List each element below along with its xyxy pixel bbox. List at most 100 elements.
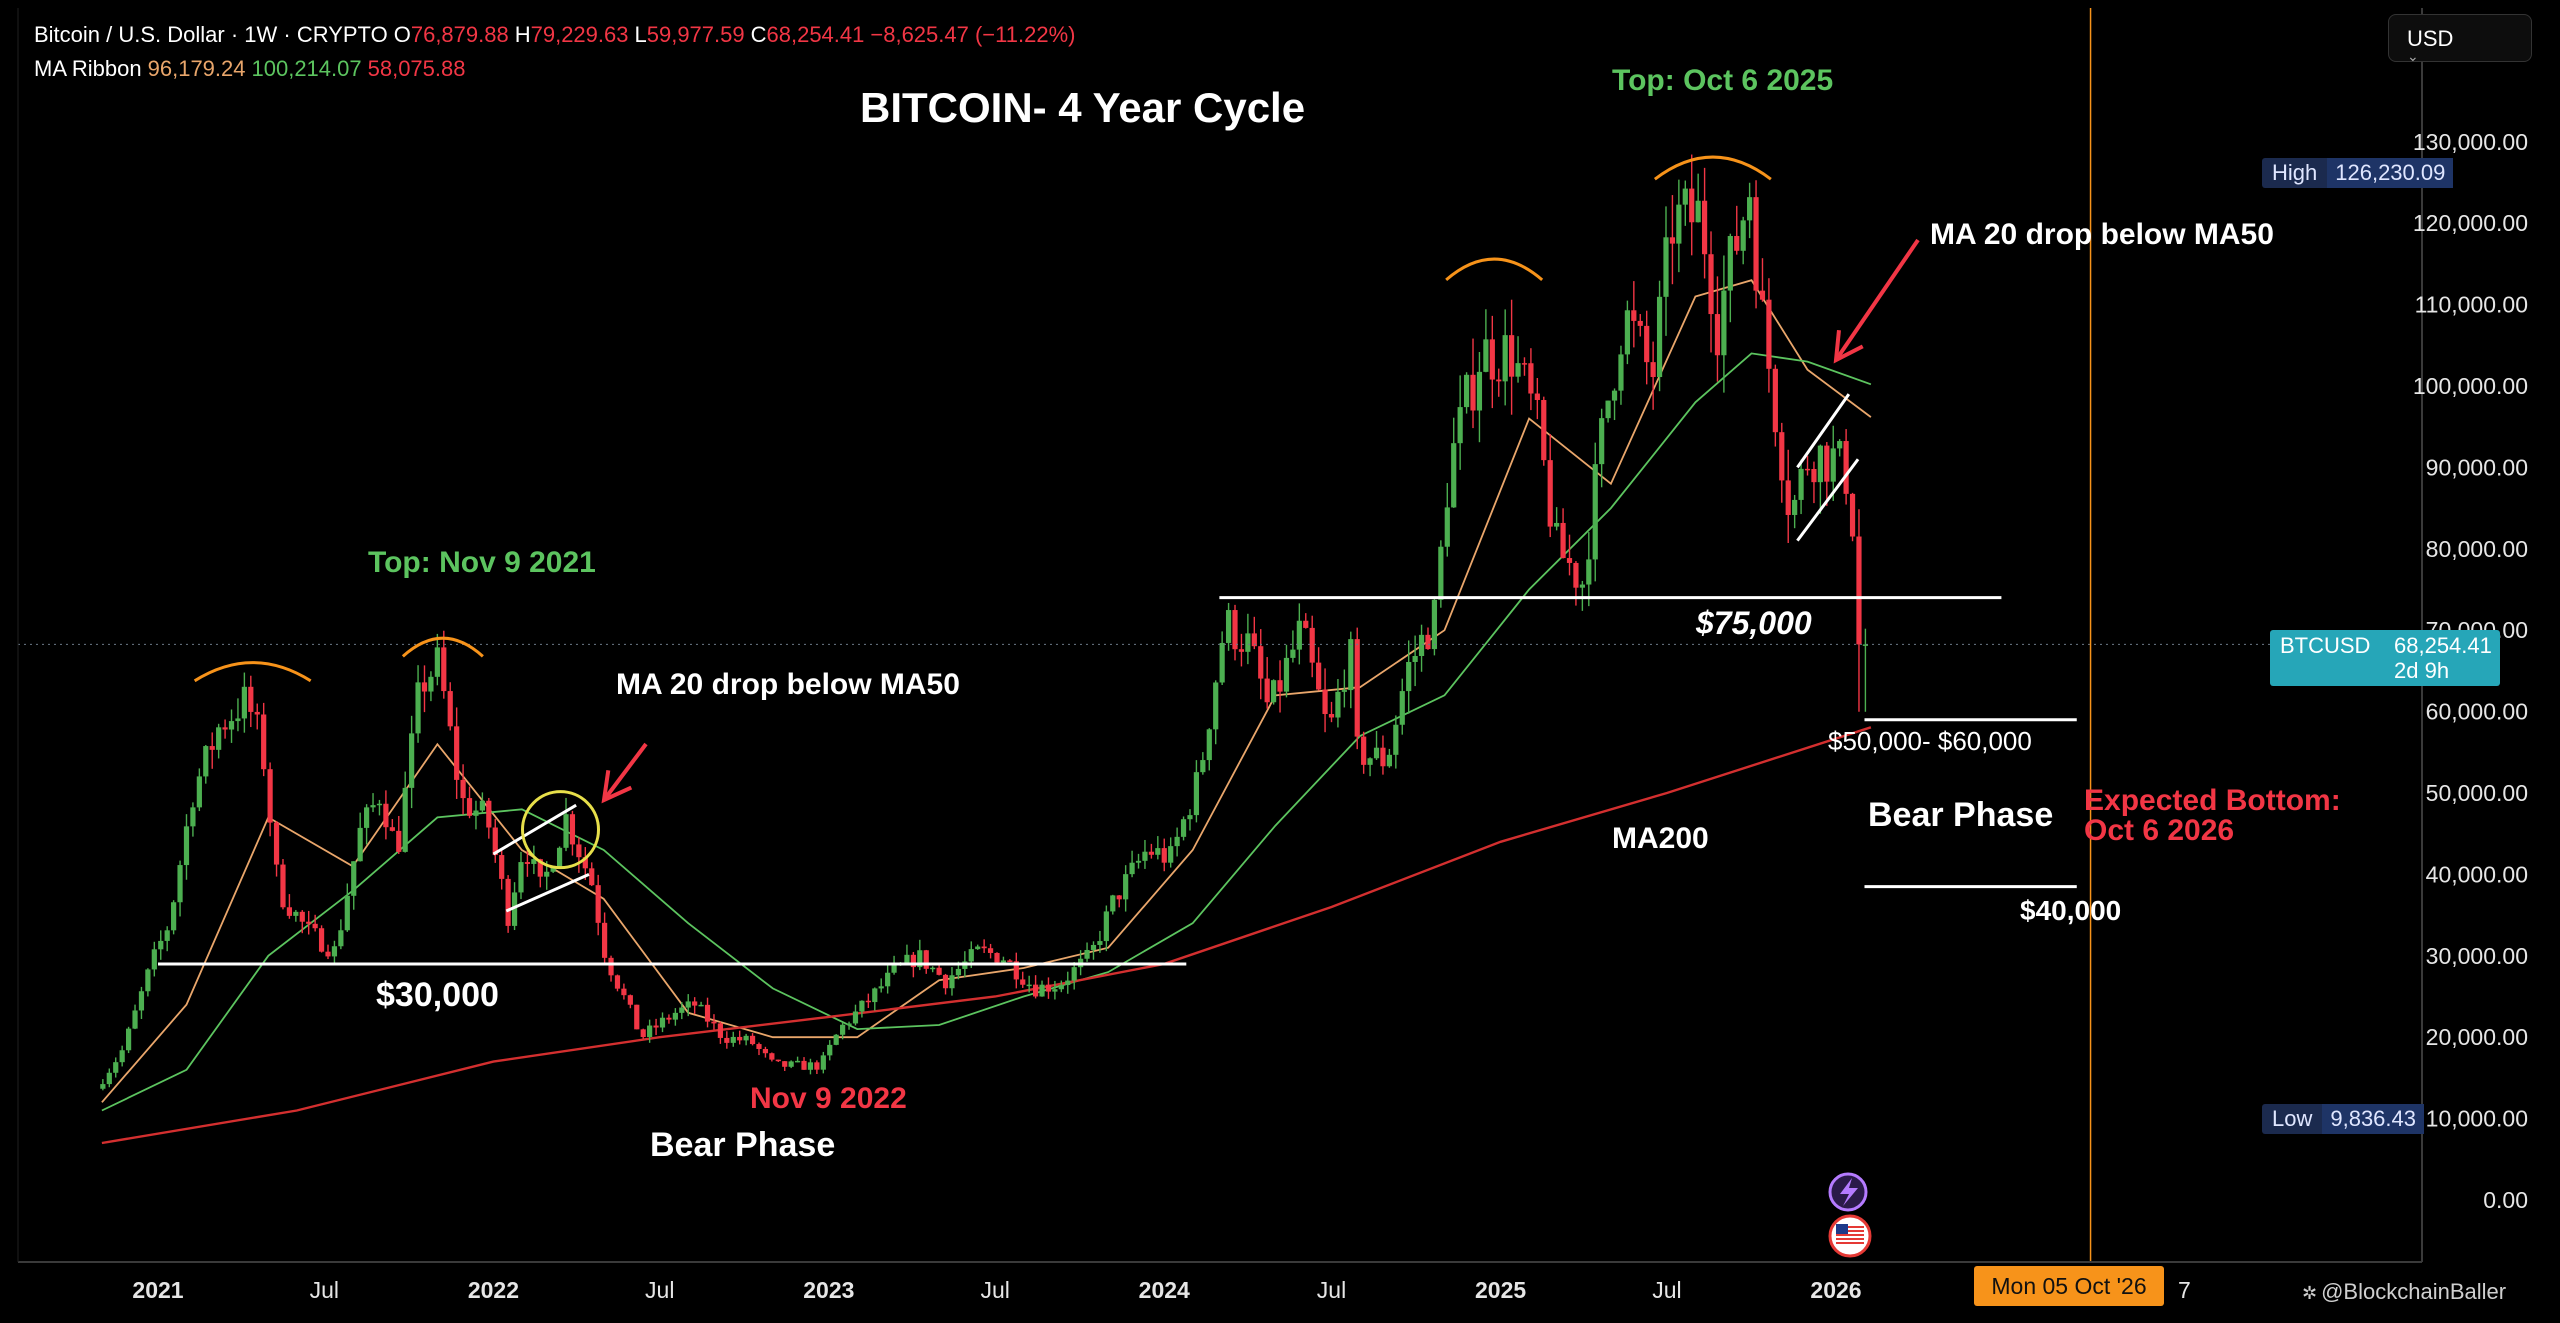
candle-body bbox=[524, 862, 531, 864]
currency-selector[interactable]: USD ⌄ bbox=[2388, 14, 2532, 64]
bear-phase-label: Bear Phase bbox=[1868, 796, 2053, 834]
candle-body bbox=[814, 1062, 820, 1070]
candle-body bbox=[737, 1036, 743, 1041]
candle-body bbox=[1554, 522, 1560, 527]
candle-body bbox=[910, 954, 916, 968]
candle-body bbox=[846, 1023, 852, 1025]
candle-body bbox=[666, 1017, 672, 1020]
candle-body bbox=[492, 827, 498, 856]
candle-body bbox=[1193, 772, 1200, 816]
candle-body bbox=[473, 810, 479, 816]
candle-body bbox=[1303, 620, 1309, 628]
candle-body bbox=[203, 746, 209, 777]
top-arc bbox=[1445, 257, 1544, 282]
candle-body bbox=[724, 1037, 730, 1043]
candle-body bbox=[1509, 335, 1515, 377]
author-watermark: ✲ @BlockchainBaller bbox=[2302, 1279, 2506, 1305]
candle-body bbox=[132, 1010, 138, 1029]
candle-body bbox=[125, 1028, 132, 1051]
candle-body bbox=[1515, 363, 1521, 377]
candle-body bbox=[1103, 911, 1109, 942]
candle-body bbox=[1856, 536, 1862, 645]
time-tick-label: 2023 bbox=[803, 1277, 854, 1303]
us-flag-stripe bbox=[1836, 1230, 1864, 1232]
candle-body bbox=[325, 951, 331, 957]
candle-body bbox=[460, 779, 466, 799]
candle-body bbox=[975, 946, 981, 950]
cursor-date: Mon 05 Oct '26 bbox=[1991, 1273, 2147, 1299]
candle-body bbox=[1734, 236, 1740, 251]
price-tick-label: 60,000.00 bbox=[2426, 699, 2528, 725]
candle-body bbox=[1502, 335, 1508, 382]
candle-body bbox=[1476, 371, 1483, 411]
candle-body bbox=[942, 974, 949, 989]
time-tick-label: Jul bbox=[980, 1277, 1009, 1303]
candle-body bbox=[1264, 678, 1270, 703]
candle-body bbox=[1020, 979, 1026, 985]
candle-body bbox=[614, 975, 621, 989]
candle-body bbox=[505, 878, 511, 926]
candle-body bbox=[1804, 468, 1811, 471]
price-tick-label: 10,000.00 bbox=[2426, 1106, 2528, 1132]
candle-body bbox=[1200, 760, 1206, 773]
candle-body bbox=[351, 861, 357, 896]
candle-body bbox=[711, 1021, 717, 1024]
candle-body bbox=[840, 1024, 846, 1035]
candle-body bbox=[653, 1025, 659, 1028]
candle-body bbox=[306, 921, 312, 924]
candle-body bbox=[1290, 649, 1296, 658]
candle-body bbox=[923, 950, 929, 969]
chart-title: BITCOIN- 4 Year Cycle bbox=[860, 84, 1305, 131]
candle-body bbox=[1785, 480, 1791, 515]
price-tick-label: 110,000.00 bbox=[2415, 292, 2528, 318]
candle-body bbox=[1701, 200, 1708, 255]
candle-body bbox=[1399, 691, 1405, 725]
candle-body bbox=[1599, 418, 1605, 465]
candle-body bbox=[621, 988, 627, 996]
candle-body bbox=[1058, 985, 1064, 990]
symbol-tag: BTCUSD bbox=[2280, 633, 2371, 658]
candle-body bbox=[1830, 448, 1836, 482]
candle-body bbox=[730, 1036, 736, 1043]
symbol-title[interactable]: Bitcoin / U.S. Dollar · 1W · CRYPTO bbox=[34, 22, 388, 47]
candle-body bbox=[1026, 984, 1032, 987]
candle-body bbox=[833, 1034, 839, 1045]
candle-body bbox=[499, 855, 505, 879]
candle-body bbox=[872, 988, 878, 1003]
chevron-down-icon: ⌄ bbox=[2407, 48, 2419, 64]
candle-body bbox=[261, 714, 267, 770]
price-tick-label: 20,000.00 bbox=[2426, 1024, 2528, 1050]
candle-body bbox=[1656, 296, 1663, 378]
high-value: 79,229.63 bbox=[530, 22, 629, 47]
candle-body bbox=[1187, 815, 1193, 820]
high-tag-value: 126,230.09 bbox=[2327, 158, 2454, 188]
ma-ribbon-legend[interactable]: MA Ribbon 96,179.24 100,214.07 58,075.88 bbox=[34, 56, 471, 82]
candle-body bbox=[955, 968, 962, 976]
candle-body bbox=[878, 986, 884, 989]
ma-cross-label: MA 20 drop below MA50 bbox=[616, 668, 960, 701]
candle-body bbox=[209, 746, 215, 750]
candle-body bbox=[531, 859, 537, 864]
candle-body bbox=[634, 1004, 640, 1030]
candle-body bbox=[286, 907, 293, 916]
candle-body bbox=[1032, 984, 1039, 997]
ma50-line bbox=[101, 352, 1872, 1112]
candle-body bbox=[807, 1062, 814, 1070]
candle-body bbox=[447, 691, 453, 727]
candle-body bbox=[1412, 655, 1418, 662]
candle-body bbox=[544, 871, 550, 877]
candle-body bbox=[1271, 680, 1277, 703]
candle-body bbox=[273, 822, 280, 865]
candle-body bbox=[1206, 729, 1212, 761]
candle-body bbox=[196, 776, 202, 808]
candle-body bbox=[1148, 851, 1154, 855]
candle-body bbox=[1090, 944, 1097, 950]
low-value: 59,977.59 bbox=[646, 22, 745, 47]
candle-body bbox=[1258, 646, 1264, 679]
candle-body bbox=[1669, 237, 1676, 244]
candle-body bbox=[595, 885, 601, 923]
arrow-annotation bbox=[602, 742, 648, 802]
candle-body bbox=[1013, 961, 1019, 980]
